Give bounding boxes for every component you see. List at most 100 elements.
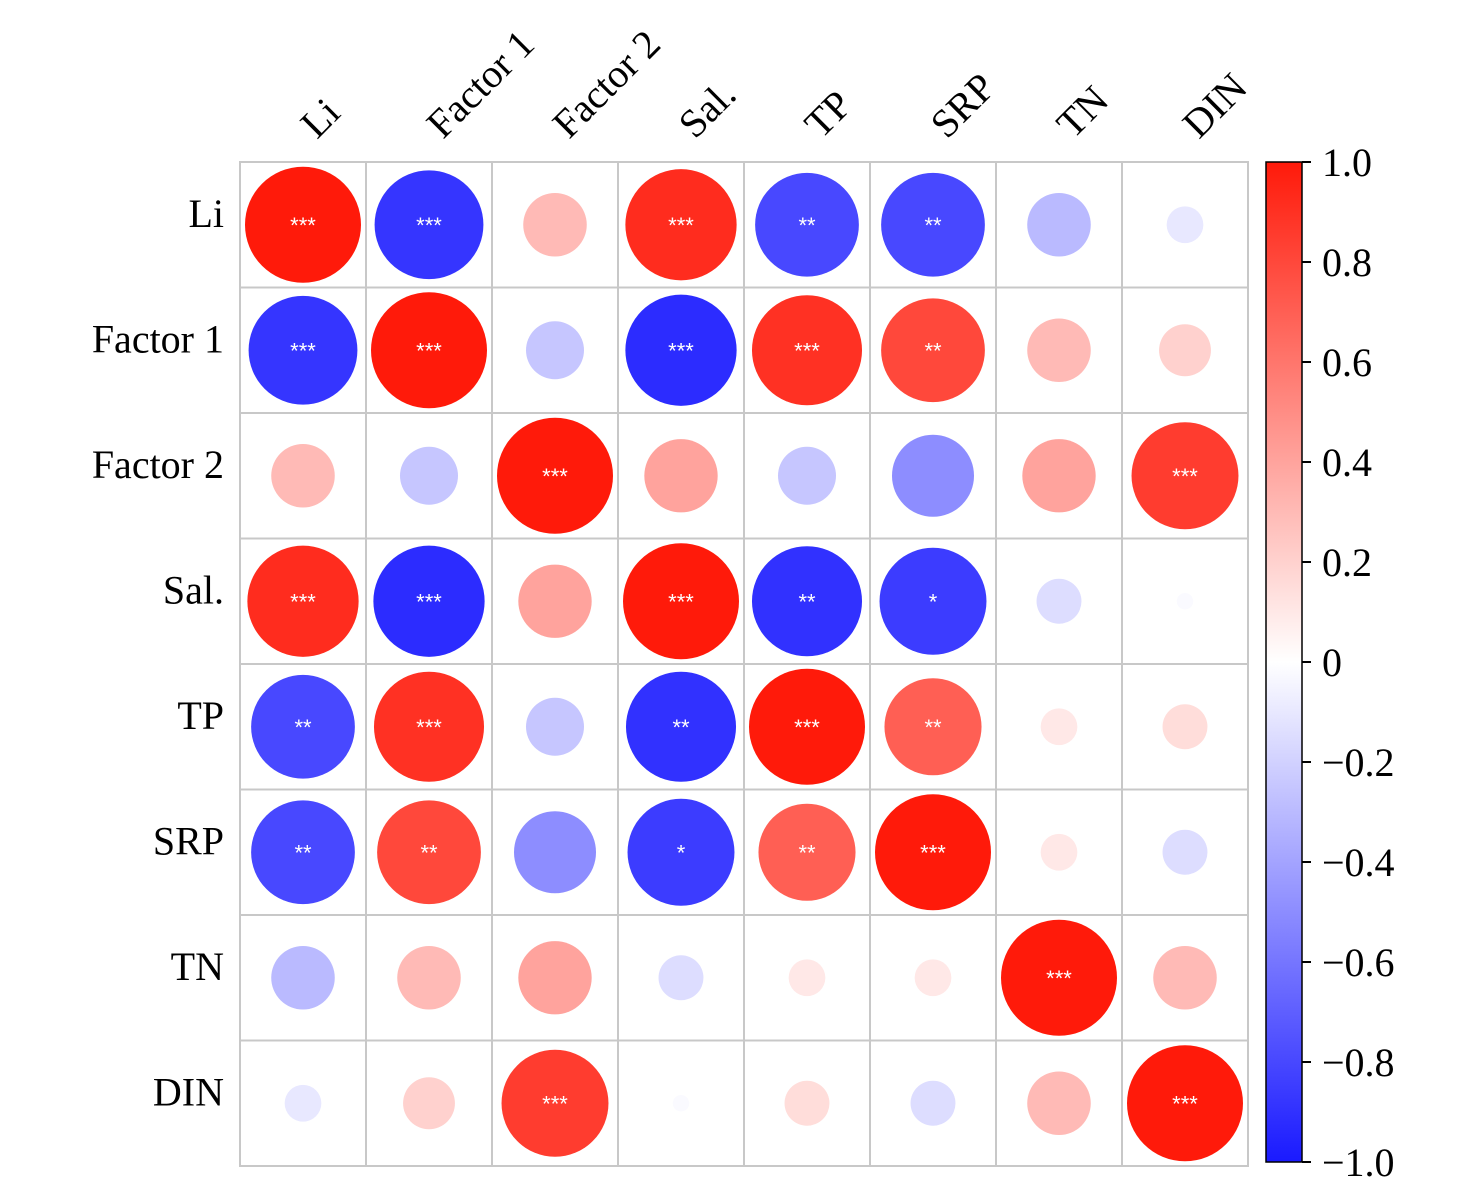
x-axis-label: Factor 1 <box>418 21 543 146</box>
correlation-circle <box>1036 578 1082 624</box>
correlation-circle <box>625 671 737 782</box>
correlation-circle <box>1027 192 1091 257</box>
significance-label: * <box>929 589 938 614</box>
significance-label: ** <box>672 715 690 740</box>
correlation-circle <box>788 959 826 997</box>
correlation-circle <box>891 434 975 517</box>
correlation-circle <box>910 1080 956 1126</box>
correlation-circle <box>251 800 355 905</box>
correlation-circle <box>518 941 592 1015</box>
correlation-circle <box>1162 704 1208 750</box>
x-axis-label: SRP <box>922 64 1004 146</box>
significance-label: *** <box>542 1091 568 1116</box>
correlation-circle <box>377 800 481 905</box>
significance-label: ** <box>798 589 816 614</box>
colorbar-tick-label: 0 <box>1322 640 1342 685</box>
colorbar: 1.0 0.8 0.6 0.4 0.2 0 −0.2 −0.4 −0.6 −0.8 −1.0 <box>1265 140 1395 1185</box>
correlation-circle <box>1027 318 1091 383</box>
correlation-circle <box>1022 439 1096 513</box>
correlation-circle <box>397 945 461 1010</box>
colorbar-tick-label: −0.6 <box>1322 940 1395 985</box>
correlation-circle <box>758 803 856 901</box>
y-axis-label: Factor 1 <box>92 316 224 361</box>
correlation-circle <box>1040 708 1078 746</box>
significance-label: ** <box>798 840 816 865</box>
correlation-circle <box>284 1084 322 1122</box>
significance-label: ** <box>294 715 312 740</box>
correlation-circle <box>625 294 737 406</box>
correlation-circle <box>374 170 484 280</box>
correlation-circle <box>672 1095 690 1112</box>
significance-label: *** <box>416 589 442 614</box>
colorbar-tick-label: 0.8 <box>1322 240 1372 285</box>
correlation-circle <box>373 671 485 782</box>
x-axis-label: Sal. <box>670 71 745 146</box>
correlation-circle <box>373 545 485 657</box>
correlation-circle <box>518 564 592 638</box>
correlation-circle <box>644 439 718 513</box>
x-axis-labels: Li Factor 1 Factor 2 Sal. TP SRP TN DIN <box>292 21 1256 146</box>
correlation-circle <box>755 172 859 277</box>
x-axis-label: Li <box>292 89 349 146</box>
correlation-circle <box>881 172 985 277</box>
correlation-circle <box>658 955 704 1001</box>
significance-label: *** <box>668 213 694 238</box>
correlation-circles <box>245 166 1243 1162</box>
correlation-circle <box>526 321 584 380</box>
y-axis-labels: Li Factor 1 Factor 2 Sal. TP SRP TN DIN <box>92 191 224 1115</box>
correlation-circle <box>513 811 597 894</box>
significance-label: *** <box>1046 966 1072 991</box>
significance-label: ** <box>924 715 942 740</box>
correlation-circle <box>248 295 358 405</box>
correlation-circle <box>403 1077 455 1130</box>
correlation-circle <box>501 1049 609 1157</box>
significance-label: ** <box>924 338 942 363</box>
y-axis-label: TP <box>177 693 224 738</box>
significance-label: *** <box>416 338 442 363</box>
significance-label: *** <box>794 715 820 740</box>
significance-label: *** <box>668 589 694 614</box>
correlation-circle <box>523 192 587 257</box>
x-axis-label: TN <box>1048 77 1118 147</box>
correlation-circle <box>625 169 737 281</box>
x-axis-label: TP <box>796 82 861 147</box>
x-axis-label: DIN <box>1174 64 1256 146</box>
y-axis-label: Li <box>188 191 224 236</box>
y-axis-label: DIN <box>153 1069 224 1114</box>
correlation-circle <box>1176 593 1194 610</box>
significance-label: *** <box>416 715 442 740</box>
correlation-circle <box>400 446 458 505</box>
significance-label: *** <box>668 338 694 363</box>
significance-label: *** <box>920 840 946 865</box>
significance-label: * <box>677 840 686 865</box>
correlation-circle <box>881 298 985 403</box>
correlation-circle <box>271 443 335 508</box>
correlation-circle <box>627 798 735 906</box>
correlation-circle <box>875 794 991 911</box>
correlation-circle <box>751 295 863 406</box>
grid-cell <box>869 412 997 540</box>
correlation-circle <box>247 545 359 657</box>
significance-label: *** <box>290 213 316 238</box>
correlation-circle <box>784 1080 830 1126</box>
significance-label: *** <box>416 213 442 238</box>
correlation-circle <box>1162 829 1208 875</box>
significance-label: *** <box>794 338 820 363</box>
colorbar-tick-label: −1.0 <box>1322 1140 1395 1185</box>
significance-label: ** <box>420 840 438 865</box>
correlation-circle <box>1001 919 1117 1036</box>
correlation-circle <box>884 678 982 776</box>
correlation-circle <box>1127 1045 1243 1162</box>
colorbar-tick-label: 0.4 <box>1322 440 1372 485</box>
colorbar-gradient <box>1265 161 1303 1163</box>
correlation-circle <box>1131 422 1239 530</box>
colorbar-tick-label: −0.8 <box>1322 1040 1395 1085</box>
y-axis-label: SRP <box>153 818 224 863</box>
significance-label: *** <box>1172 1091 1198 1116</box>
correlation-circle <box>879 547 987 655</box>
correlation-circle <box>1159 324 1211 377</box>
grid-cell <box>995 663 1123 791</box>
significance-markers: *** *** *** ** ***** *** *** *** ***** ****** *** *… <box>290 213 1198 1117</box>
correlation-circle <box>778 446 836 505</box>
